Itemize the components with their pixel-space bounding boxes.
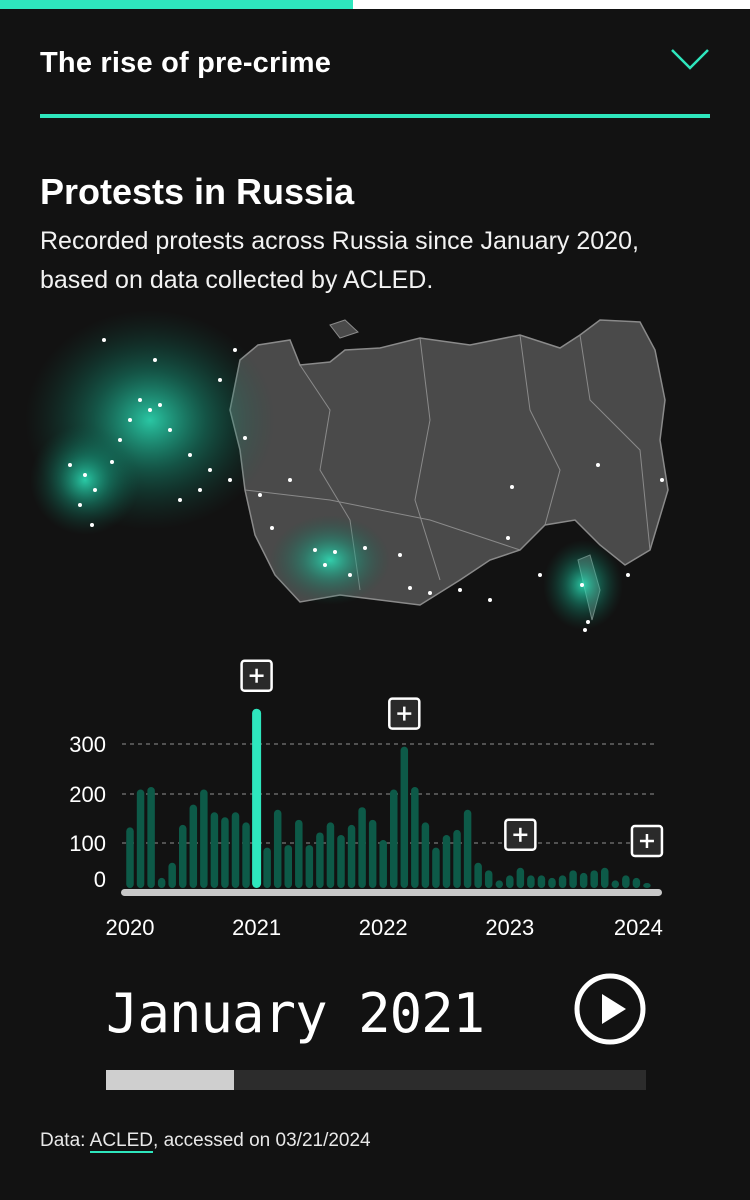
bar-2020-05 xyxy=(168,862,176,888)
bar-2020-12 xyxy=(242,822,250,888)
acled-link[interactable]: ACLED xyxy=(89,1130,154,1153)
bar-2020-08 xyxy=(200,789,208,888)
bar-2022-04 xyxy=(411,787,419,888)
y-axis-ticks: 0 100 200 300 xyxy=(69,732,106,892)
bar-2022-05 xyxy=(421,822,430,888)
bar-2023-11 xyxy=(611,880,620,888)
bar-2023-01 xyxy=(506,875,514,888)
annotations xyxy=(240,659,664,858)
data-source: Data: ACLED, accessed on 03/21/2024 xyxy=(40,1130,371,1153)
play-icon xyxy=(602,994,626,1024)
bar-2020-03 xyxy=(147,787,155,888)
x-tick-label: 2020 xyxy=(106,915,155,940)
reading-progress-fill xyxy=(0,0,353,9)
bar-2022-03 xyxy=(400,746,409,888)
bar-2020-04 xyxy=(157,877,166,888)
chart-subtitle: Recorded protests across Russia since Ja… xyxy=(40,227,639,294)
bar-2023-07 xyxy=(569,870,577,888)
bar-2024-02 xyxy=(643,882,651,888)
x-tick-label: 2023 xyxy=(485,915,534,940)
bar-2022-06 xyxy=(432,847,440,888)
bar-2022-08 xyxy=(453,829,461,888)
plus-icon[interactable] xyxy=(388,697,421,730)
bar-2023-10 xyxy=(601,867,609,888)
section-title: The rise of pre-crime xyxy=(40,47,332,79)
bar-2023-08 xyxy=(579,872,588,888)
bar-2023-06 xyxy=(558,875,567,888)
bar-2024-01 xyxy=(632,877,641,888)
plus-icon[interactable] xyxy=(630,824,664,858)
chart-title: Protests in Russia xyxy=(40,171,355,212)
source-suffix: , accessed on 03/21/2024 xyxy=(153,1130,371,1151)
bar-2021-03 xyxy=(273,809,282,888)
source-prefix: Data: xyxy=(40,1130,90,1151)
current-month-label: January 2021 xyxy=(106,982,485,1045)
bar-2021-12 xyxy=(368,819,377,888)
bar-2021-01 xyxy=(252,708,262,888)
timeline-slider-fill xyxy=(106,1070,234,1090)
bar-2020-09 xyxy=(210,812,219,888)
bar-2022-12 xyxy=(495,880,503,888)
protest-points xyxy=(68,338,664,632)
bar-2020-01 xyxy=(126,827,134,888)
bar-2020-06 xyxy=(179,824,187,888)
bar-2021-09 xyxy=(337,834,345,888)
reading-progress-bar xyxy=(0,0,750,9)
bar-2023-12 xyxy=(622,875,630,888)
bar-2020-11 xyxy=(231,812,240,888)
bar-2021-08 xyxy=(326,822,335,888)
bar-2022-07 xyxy=(442,834,451,888)
x-axis-ticks: 2020 2021 2022 2023 2024 xyxy=(106,915,663,940)
russia-protest-map xyxy=(25,310,669,632)
bar-2022-11 xyxy=(484,870,493,888)
y-tick-label: 0 xyxy=(94,867,106,892)
bar-2022-01 xyxy=(379,840,387,888)
bar-2023-04 xyxy=(537,875,546,888)
x-tick-label: 2021 xyxy=(232,915,281,940)
bar-2023-09 xyxy=(590,870,598,888)
x-tick-label: 2024 xyxy=(614,915,663,940)
bar-2022-09 xyxy=(463,809,472,888)
bar-2020-10 xyxy=(221,817,229,888)
bar-2023-05 xyxy=(548,877,556,888)
bar-2022-10 xyxy=(474,862,482,888)
bar-2021-04 xyxy=(284,845,292,888)
play-button[interactable] xyxy=(573,972,647,1046)
bars xyxy=(126,708,651,888)
bar-2020-07 xyxy=(189,804,198,888)
bar-2021-06 xyxy=(305,845,314,888)
bar-2021-11 xyxy=(358,807,366,888)
x-tick-label: 2022 xyxy=(359,915,408,940)
y-tick-label: 300 xyxy=(69,732,106,757)
bar-2022-02 xyxy=(390,789,398,888)
bar-2021-10 xyxy=(347,824,356,888)
y-tick-label: 200 xyxy=(69,782,106,807)
section-header: The rise of pre-crime xyxy=(40,40,710,118)
x-axis-line xyxy=(121,889,662,896)
protest-glow-areas xyxy=(25,310,623,630)
chevron-down-icon[interactable] xyxy=(670,46,710,72)
plus-icon[interactable] xyxy=(240,659,273,692)
bar-2020-02 xyxy=(136,789,145,888)
timeline-slider[interactable] xyxy=(106,1070,646,1090)
bar-2023-03 xyxy=(527,875,535,888)
bar-2023-02 xyxy=(516,867,525,888)
bar-2021-02 xyxy=(263,847,271,888)
bar-2021-07 xyxy=(316,832,324,888)
protest-bar-chart: 0 100 200 300 2020 2021 2022 2023 2024 xyxy=(69,659,664,940)
y-tick-label: 100 xyxy=(69,831,106,856)
bar-2021-05 xyxy=(295,819,303,888)
plus-icon[interactable] xyxy=(504,818,537,852)
